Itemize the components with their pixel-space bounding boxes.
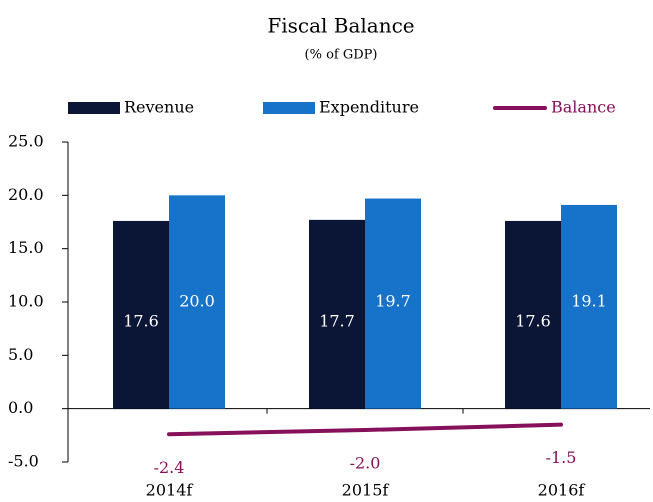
y-tick-label: 5.0 <box>8 345 33 364</box>
line <box>167 422 563 437</box>
data-label: 19.1 <box>571 292 607 311</box>
y-tick-label: 0.0 <box>8 398 33 417</box>
legend-label: Balance <box>551 98 616 117</box>
data-label: 17.7 <box>319 312 355 331</box>
data-label: -2.0 <box>350 454 381 473</box>
legend-label: Revenue <box>124 98 194 117</box>
bar <box>561 204 617 409</box>
legend-swatch <box>68 102 120 114</box>
y-tick-label: 15.0 <box>8 238 44 257</box>
chart-subtitle: (% of GDP) <box>305 48 378 63</box>
y-tick-label: 10.0 <box>8 292 44 311</box>
y-tick-label: 20.0 <box>8 185 44 204</box>
legend-label: Expenditure <box>319 98 419 117</box>
x-tick-label: 2016f <box>538 481 586 500</box>
data-label: 17.6 <box>515 312 551 331</box>
bar <box>113 220 169 409</box>
data-label: 20.0 <box>179 292 215 311</box>
bar <box>505 220 561 409</box>
x-tick-label: 2015f <box>342 481 390 500</box>
data-label: -1.5 <box>546 448 577 467</box>
x-tick-label: 2014f <box>146 481 194 500</box>
bar <box>309 219 365 409</box>
bar <box>365 198 421 409</box>
y-tick-label: -5.0 <box>8 452 39 471</box>
data-label: 19.7 <box>375 292 411 311</box>
chart-title: Fiscal Balance <box>267 14 414 38</box>
bar <box>169 195 225 409</box>
legend-swatch <box>263 102 315 114</box>
data-label: -2.4 <box>154 458 185 477</box>
data-label: 17.6 <box>123 312 159 331</box>
y-tick-label: 25.0 <box>8 132 44 151</box>
